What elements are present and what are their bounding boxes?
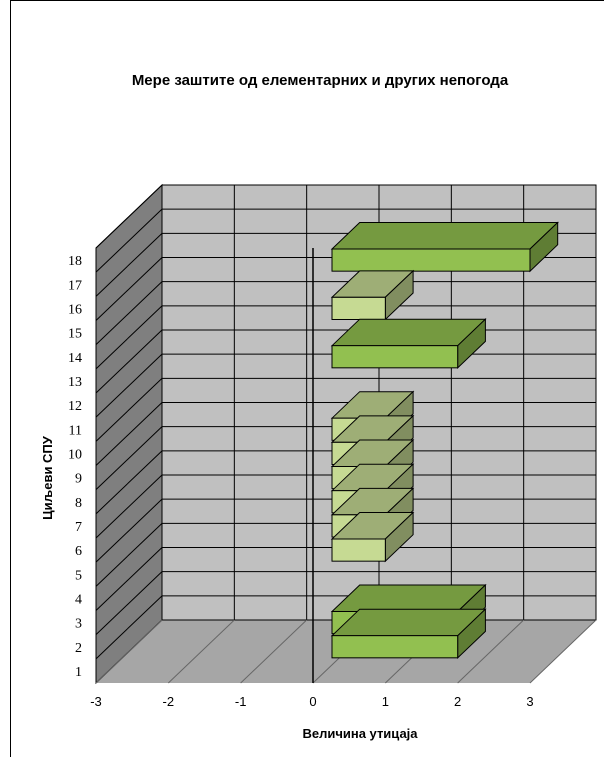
y-axis-label: Циљеви СПУ [40, 435, 55, 520]
gridline-side [95, 474, 163, 539]
y-tick-label: 17 [68, 278, 82, 293]
gridline-side [95, 208, 163, 273]
chart-title: Мере заштите од елементарних и других не… [132, 72, 509, 89]
y-tick-label: 14 [68, 351, 82, 366]
y-tick-label: 8 [75, 496, 82, 511]
y-tick-label: 7 [75, 520, 82, 535]
bar-6 [330, 511, 415, 563]
y-tick-label: 16 [68, 302, 82, 317]
y-tick-label: 6 [75, 544, 82, 559]
gridline-side [95, 595, 163, 660]
x-tick-label: -2 [163, 694, 175, 709]
bar-front [331, 538, 386, 562]
y-tick-label: 5 [75, 568, 82, 583]
gridline-side [95, 547, 163, 611]
x-tick-label: -1 [235, 694, 247, 709]
bar-18 [330, 221, 559, 273]
x-tick-label: -3 [90, 694, 102, 709]
gridline-side [95, 402, 163, 466]
chart-frame [10, 0, 604, 757]
gridline-floor [167, 619, 235, 684]
gridline-floor [529, 619, 597, 684]
gridline-side [95, 281, 163, 346]
bar-front [331, 248, 531, 272]
gridline-side [95, 305, 163, 370]
y-tick-label: 13 [68, 375, 82, 390]
bar-front [331, 635, 459, 659]
bar-14 [330, 318, 487, 369]
gridline-floor [95, 619, 163, 684]
gridline-side [95, 498, 163, 563]
gridline-side [95, 257, 163, 321]
y-tick-label: 9 [75, 472, 82, 487]
x-tick-label: 0 [309, 694, 316, 709]
gridline-side [95, 232, 163, 297]
gridline-side [95, 426, 163, 491]
y-tick-label: 15 [68, 327, 82, 342]
x-tick-label: 1 [382, 694, 389, 709]
bar-16 [330, 269, 415, 321]
gridline-floor [240, 619, 308, 684]
gridline-floor [457, 619, 525, 684]
y-tick-label: 11 [69, 423, 82, 438]
x-tick-label: 3 [526, 694, 533, 709]
x-tick-label: 2 [454, 694, 461, 709]
y-tick-label: 12 [68, 399, 82, 414]
bar-top [330, 222, 559, 250]
chart-bars [330, 221, 559, 659]
bar-front [331, 345, 459, 369]
y-tick-label: 2 [75, 641, 82, 656]
gridline-side [95, 450, 163, 515]
gridline-side [95, 353, 163, 418]
x-axis-label: Величина утицаја [302, 726, 418, 741]
y-tick-label: 3 [75, 617, 82, 632]
gridline-side [95, 571, 163, 636]
y-tick-label: 10 [68, 447, 82, 462]
y-tick-label: 18 [68, 254, 82, 269]
gridline-side [95, 329, 163, 394]
bar-front [331, 296, 386, 321]
gridline-side [95, 184, 163, 249]
y-tick-label: 4 [75, 592, 82, 607]
x-tick-labels: -3 -2 -1 0 1 2 3 [90, 694, 533, 709]
y-tick-label: 1 [75, 665, 82, 680]
gridline-side [95, 522, 163, 587]
bar-2 [330, 608, 487, 659]
gridline-side [95, 377, 163, 442]
